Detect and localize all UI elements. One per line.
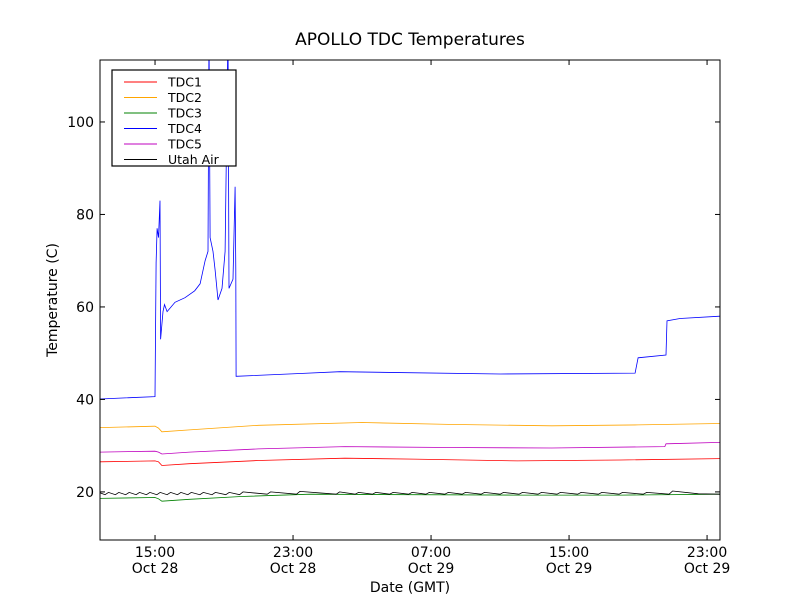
y-axis-label: Temperature (C) [45, 243, 61, 358]
x-tick-date-label: Oct 28 [270, 561, 316, 577]
x-tick-date-label: Oct 29 [546, 561, 592, 577]
legend-box [111, 69, 237, 167]
y-tick-label: 100 [67, 115, 94, 131]
legend-label: TDC2 [167, 90, 202, 105]
x-tick-label: 15:00 [135, 545, 175, 561]
legend-label: Utah Air [168, 152, 220, 167]
x-tick-label: 07:00 [411, 545, 451, 561]
plot-frame [99, 59, 721, 541]
y-tick-label: 60 [76, 300, 94, 316]
x-tick-label: 23:00 [687, 545, 727, 561]
series-line-utah-air [100, 490, 720, 496]
x-tick-date-label: Oct 28 [132, 561, 178, 577]
legend-label: TDC1 [167, 75, 202, 90]
y-tick-label: 20 [76, 485, 94, 501]
x-axis-label: Date (GMT) [370, 580, 450, 596]
chart-title: APOLLO TDC Temperatures [295, 30, 525, 50]
x-tick-date-label: Oct 29 [408, 561, 454, 577]
legend-label: TDC4 [167, 121, 202, 136]
x-tick-label: 15:00 [549, 545, 589, 561]
x-tick-label: 23:00 [273, 545, 313, 561]
series-line-tdc3 [100, 493, 720, 502]
series-line-tdc2 [100, 422, 720, 433]
series-line-tdc5 [100, 442, 720, 455]
y-tick-label: 40 [76, 392, 94, 408]
series-line-tdc1 [100, 457, 720, 466]
legend-label: TDC3 [167, 106, 202, 121]
x-tick-date-label: Oct 29 [684, 561, 730, 577]
y-tick-label: 80 [76, 207, 94, 223]
series-line-tdc4 [100, 60, 720, 400]
legend-label: TDC5 [167, 137, 202, 152]
